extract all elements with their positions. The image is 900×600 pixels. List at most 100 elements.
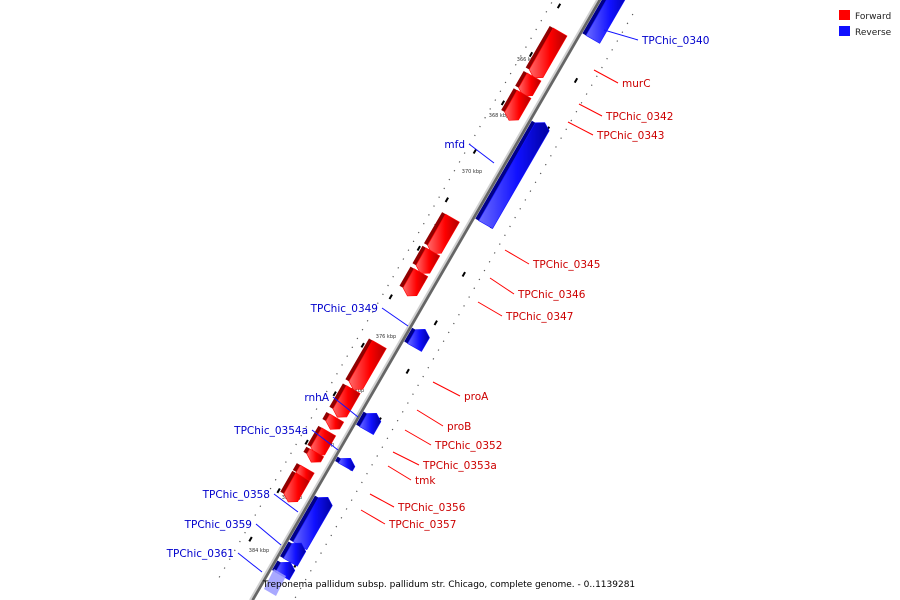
- gene-label[interactable]: proB: [447, 421, 471, 433]
- gene-shade: [399, 266, 414, 288]
- gene-label[interactable]: TPChic_0346: [517, 289, 586, 301]
- gene-label[interactable]: TPChic_0357: [388, 519, 456, 531]
- gene-arrow[interactable]: [407, 328, 430, 352]
- gene-label[interactable]: TPChic_0359: [184, 519, 252, 531]
- gene-label[interactable]: TPChic_0349: [310, 303, 378, 315]
- gene-tpchic-0354a[interactable]: [335, 456, 356, 472]
- gene-label[interactable]: mfd: [444, 139, 465, 151]
- gene-arrow[interactable]: [306, 448, 325, 463]
- leader-line: [416, 409, 444, 427]
- gene-label[interactable]: TPChic_0343: [596, 130, 664, 142]
- backbone-shadow: [250, 0, 602, 600]
- leader-line: [237, 552, 263, 573]
- leader-line: [593, 69, 619, 84]
- gene-arrow[interactable]: [325, 413, 345, 430]
- gene-arrow[interactable]: [283, 472, 311, 503]
- legend-forward-label: Forward: [855, 12, 891, 22]
- legend-reverse-label: Reverse: [855, 28, 892, 38]
- scale-tick: [360, 342, 365, 348]
- gene-label[interactable]: TPChic_0354a: [233, 425, 308, 437]
- leader-line: [404, 429, 432, 446]
- gene-features: [272, 0, 631, 581]
- scale-tick: [332, 391, 337, 397]
- gene-label[interactable]: proA: [464, 391, 489, 403]
- scale-tick: [444, 197, 449, 203]
- leader-line: [311, 429, 339, 451]
- gene-tpchic-0347[interactable]: [399, 266, 429, 297]
- gene-arrow[interactable]: [415, 247, 441, 274]
- gene-proa[interactable]: [345, 338, 387, 390]
- leader-line: [360, 509, 386, 525]
- scale-tick: [388, 294, 393, 300]
- gene-label[interactable]: TPChic_0358: [202, 489, 270, 501]
- gene-shade: [404, 327, 416, 344]
- leader-line: [273, 493, 299, 513]
- gene-label[interactable]: TPChic_0356: [397, 502, 466, 514]
- gene-tpchic-0342[interactable]: [515, 71, 542, 97]
- gene-arrow[interactable]: [518, 72, 542, 97]
- leader-line: [477, 301, 503, 317]
- gene-shade: [501, 88, 518, 112]
- leader-line: [603, 29, 639, 41]
- scale-tick: [461, 271, 466, 278]
- scale-tick: [528, 51, 534, 58]
- gene-label[interactable]: TPChic_0345: [532, 259, 600, 271]
- gene-shade: [335, 456, 341, 463]
- gene-label[interactable]: tmk: [415, 475, 436, 487]
- kbp-label: 368 kbp: [489, 113, 509, 119]
- gene-label[interactable]: TPChic_0340: [641, 35, 709, 47]
- gene-shade: [475, 120, 536, 221]
- scale-tick: [248, 536, 253, 542]
- gene-tpchic-0346[interactable]: [412, 245, 441, 274]
- label-leader-lines: [237, 29, 639, 573]
- gene-label[interactable]: TPChic_0347: [505, 311, 573, 323]
- kbp-label: 366 kbp: [517, 57, 537, 63]
- gene-tpchic-0345[interactable]: [424, 212, 460, 254]
- gene-shade: [356, 411, 368, 427]
- gene-tpchic-0343[interactable]: [501, 88, 532, 121]
- gene-tpchic-0352[interactable]: [322, 412, 345, 430]
- gene-shade: [292, 463, 301, 472]
- leader-line: [468, 143, 495, 164]
- scale-tick: [416, 245, 421, 251]
- scale-tick: [433, 320, 438, 326]
- gene-tpchic-0349[interactable]: [404, 327, 430, 352]
- legend-reverse-swatch: [839, 26, 850, 36]
- gene-arrow[interactable]: [359, 412, 382, 436]
- scale-dots-right: [293, 13, 634, 600]
- leader-line: [432, 381, 461, 397]
- gene-arrow[interactable]: [427, 213, 460, 254]
- gene-mfd[interactable]: [475, 120, 550, 230]
- gene-label[interactable]: TPChic_0352: [434, 440, 502, 452]
- gene-tmk[interactable]: [303, 446, 325, 463]
- gene-shade: [582, 0, 607, 36]
- gene-shade: [345, 338, 373, 382]
- gene-shade: [515, 71, 528, 88]
- gene-arrow[interactable]: [338, 457, 356, 472]
- gene-rnha[interactable]: [356, 411, 382, 436]
- gene-shade: [525, 26, 554, 70]
- gene-arrow[interactable]: [478, 122, 550, 230]
- gene-arrow[interactable]: [402, 268, 429, 297]
- gene-arrow[interactable]: [504, 89, 532, 121]
- leader-line: [504, 249, 530, 265]
- gene-arrow[interactable]: [528, 27, 568, 79]
- gene-label[interactable]: TPChic_0342: [605, 111, 673, 123]
- gene-arrow[interactable]: [585, 0, 631, 44]
- gene-arrow[interactable]: [332, 385, 361, 418]
- gene-label[interactable]: murC: [622, 78, 651, 90]
- scale-tick: [304, 439, 309, 445]
- gene-label[interactable]: TPChic_0353a: [422, 460, 497, 472]
- gene-prob[interactable]: [329, 383, 361, 418]
- gene-tpchic-0357[interactable]: [280, 470, 311, 503]
- gene-arrow[interactable]: [348, 340, 387, 390]
- kbp-label: 376 kbp: [376, 334, 396, 340]
- kbp-label: 384 kbp: [249, 548, 269, 554]
- gene-label[interactable]: rnhA: [304, 392, 329, 404]
- legend-forward-swatch: [839, 10, 850, 20]
- gene-murc[interactable]: [525, 26, 568, 79]
- gene-label[interactable]: TPChic_0361: [166, 548, 234, 560]
- scale-tick: [573, 77, 579, 84]
- gene-tpchic-0340[interactable]: [582, 0, 631, 44]
